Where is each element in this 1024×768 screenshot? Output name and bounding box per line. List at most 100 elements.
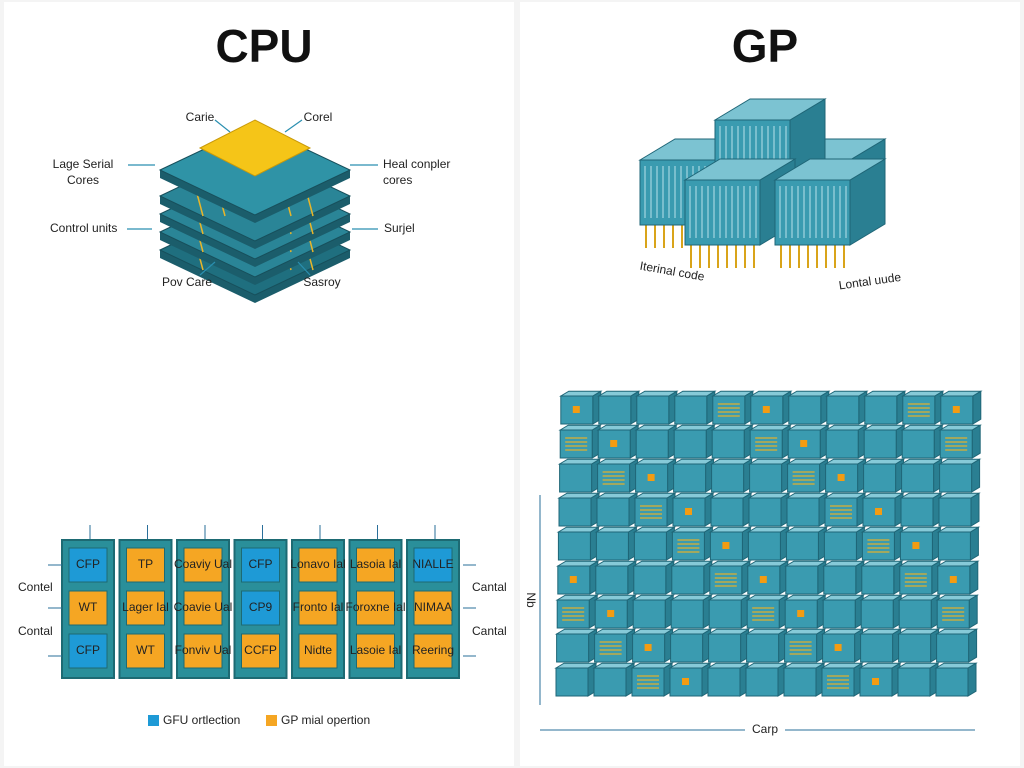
gpu-core-mark [569, 576, 577, 583]
cpu-arrow [199, 261, 216, 276]
gpu-core-front [594, 633, 628, 663]
gpu-core-side [971, 458, 981, 493]
chip-cell-label: Foroxne Ial [345, 600, 405, 614]
gpu-core-top [900, 424, 945, 431]
gpu-core-front [556, 633, 590, 663]
gpu-core-top [786, 390, 831, 397]
gpu-core-top [595, 492, 639, 499]
gpu-core-top [746, 526, 791, 533]
gpu-core-front [673, 463, 707, 493]
gpu-core-front [748, 497, 782, 527]
gpu-core-mark [762, 406, 770, 413]
gpu-core-mark [872, 678, 879, 685]
gpu-core-mark [572, 406, 580, 413]
gpu-core-front [939, 463, 973, 493]
gpu-core-front [936, 599, 970, 629]
gpu-core-front [670, 599, 704, 629]
gpu-core-front [711, 429, 745, 459]
gpu-core-front [935, 667, 969, 697]
gpu-core-side [971, 424, 981, 459]
gpu-core-side [969, 526, 979, 561]
chip-cell-label: Fonviv Ual [175, 643, 232, 657]
gpu-core-top [785, 492, 829, 499]
gpu-core-front [633, 531, 667, 561]
cpu-die [198, 119, 312, 177]
gpu-core-front [595, 565, 629, 595]
chip-cell-label: WT [136, 643, 155, 657]
chip-cell [241, 590, 280, 626]
gpu-core-top [744, 628, 789, 635]
gpu-core-front [555, 667, 589, 697]
gpu-core-top [896, 662, 940, 669]
gpu-core-front [937, 531, 971, 561]
gpu-core-top [596, 424, 641, 431]
gpu-core-front [711, 463, 745, 493]
gpu-core-front [785, 565, 819, 595]
gpu-core-top [934, 662, 978, 669]
gpu-core-top [935, 560, 980, 567]
gpu-core-front [707, 667, 741, 697]
gpu-core-top [934, 628, 979, 635]
chip-cell [356, 633, 395, 669]
gpu-core-top [822, 526, 867, 533]
x-axis-label: Carp [752, 722, 778, 736]
gpu-core-top [744, 662, 788, 669]
gpu-core-top [708, 526, 753, 533]
gpu-core-top [554, 662, 598, 669]
gpu-core-front [785, 531, 819, 561]
gpu-core-front [634, 497, 668, 527]
legend-swatch [266, 715, 277, 726]
gpu-core-top [821, 560, 866, 567]
chip-cell-label: Lager Ial [122, 600, 169, 614]
gpu-core-top [633, 492, 677, 499]
chip-cell [183, 547, 223, 583]
gpu-core-front [670, 633, 704, 663]
chip-cell [356, 547, 395, 583]
cpu-label: cores [383, 173, 412, 187]
gpu-core-top [862, 390, 907, 397]
chip-cell [68, 547, 108, 583]
gpu-core-top [824, 390, 869, 397]
chip-cell-label: WT [79, 600, 98, 614]
cpu-label: Cores [67, 173, 99, 187]
gpu-core-top [557, 492, 601, 499]
gpu-core-top [748, 424, 793, 431]
chip-cell-label: CFP [76, 557, 100, 571]
gpu-core-top [706, 628, 751, 635]
gpu-core-front [749, 463, 783, 493]
chip-cell [413, 590, 453, 626]
gpu-core-front [788, 395, 822, 425]
legend-label: GFU ortlection [163, 713, 240, 727]
gpu-core-top [630, 662, 674, 669]
gpu-core-front [746, 633, 780, 663]
gpu-core-mark [685, 508, 692, 515]
gpu-core-top [745, 560, 790, 567]
gpu-cube-front [774, 179, 851, 246]
gpu-core-top [899, 492, 943, 499]
gpu-core-top [862, 424, 907, 431]
chip-cell [183, 590, 223, 626]
gpu-core-top [633, 458, 678, 465]
gpu-core-front [824, 497, 858, 527]
gpu-core-mark [912, 542, 920, 549]
gpu-core-front [900, 497, 934, 527]
chip-cell [356, 590, 395, 626]
gpu-core-front [901, 463, 935, 493]
gpu-core-front [901, 429, 935, 459]
chip-cell-label: Coavie Ual [174, 600, 233, 614]
gpu-core-top [782, 628, 827, 635]
gpu-core-front [597, 463, 631, 493]
cpu-arrow [297, 261, 311, 276]
gpu-core-top [859, 594, 904, 601]
chip-cell-label: Lonavo Ial [290, 557, 345, 571]
cpu-label: Sasroy [303, 275, 340, 289]
gpu-core-top [558, 390, 603, 397]
gpu-core-front [939, 429, 973, 459]
gpu-core-top [861, 492, 905, 499]
gpu-core-mark [837, 474, 845, 481]
chip-cell [68, 590, 108, 626]
gpu-core-front [598, 395, 632, 425]
gpu-core-top [558, 424, 603, 431]
gpu-core-side [967, 662, 977, 697]
